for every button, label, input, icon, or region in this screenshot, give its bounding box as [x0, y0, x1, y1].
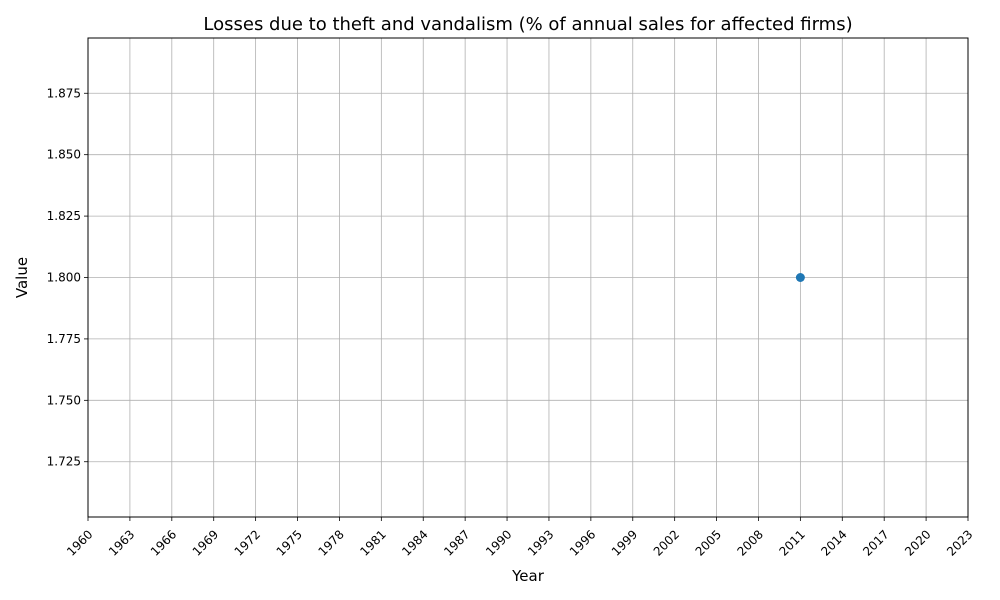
x-tick-label: 2020 [902, 527, 933, 558]
x-tick-label: 2005 [693, 527, 724, 558]
x-tick-label: 1981 [357, 527, 388, 558]
x-tick-label: 1969 [190, 527, 221, 558]
x-tick-label: 1972 [232, 527, 263, 558]
x-tick-label: 1999 [609, 527, 640, 558]
x-tick-label: 2011 [776, 527, 807, 558]
y-tick-label: 1.825 [47, 209, 81, 223]
x-tick-label: 2002 [651, 527, 682, 558]
x-tick-label: 2023 [944, 527, 975, 558]
x-axis-title: Year [511, 567, 545, 585]
x-tick-label: 1966 [148, 527, 179, 558]
y-tick-label: 1.725 [47, 455, 81, 469]
x-tick-label: 2008 [735, 527, 766, 558]
x-tick-label: 1960 [64, 527, 95, 558]
y-tick-label: 1.850 [47, 148, 81, 162]
y-tick-label: 1.875 [47, 86, 81, 100]
chart-title: Losses due to theft and vandalism (% of … [203, 14, 852, 35]
x-axis-ticks: 1960 1963 1966 1969 1972 1975 1978 1981 1984 1987… [64, 517, 976, 559]
y-tick-label: 1.750 [47, 393, 81, 407]
y-axis-title: Value [13, 257, 31, 298]
x-tick-label: 1996 [567, 527, 598, 558]
data-point [795, 273, 805, 282]
x-tick-label: 2014 [818, 527, 849, 558]
x-tick-label: 1990 [483, 527, 514, 558]
grid [87, 38, 969, 517]
y-axis-ticks: 1.725 1.750 1.775 1.800 1.825 1.850 1.875 [47, 86, 88, 469]
y-tick-label: 1.775 [47, 332, 81, 346]
series-layer [795, 273, 805, 282]
x-tick-label: 2017 [860, 527, 891, 558]
x-tick-label: 1993 [525, 527, 556, 558]
x-tick-label: 1987 [441, 527, 472, 558]
x-tick-label: 1975 [274, 527, 305, 558]
x-tick-label: 1978 [315, 527, 346, 558]
y-tick-label: 1.800 [47, 271, 81, 285]
x-tick-label: 1984 [399, 527, 430, 558]
x-tick-label: 1963 [106, 527, 137, 558]
